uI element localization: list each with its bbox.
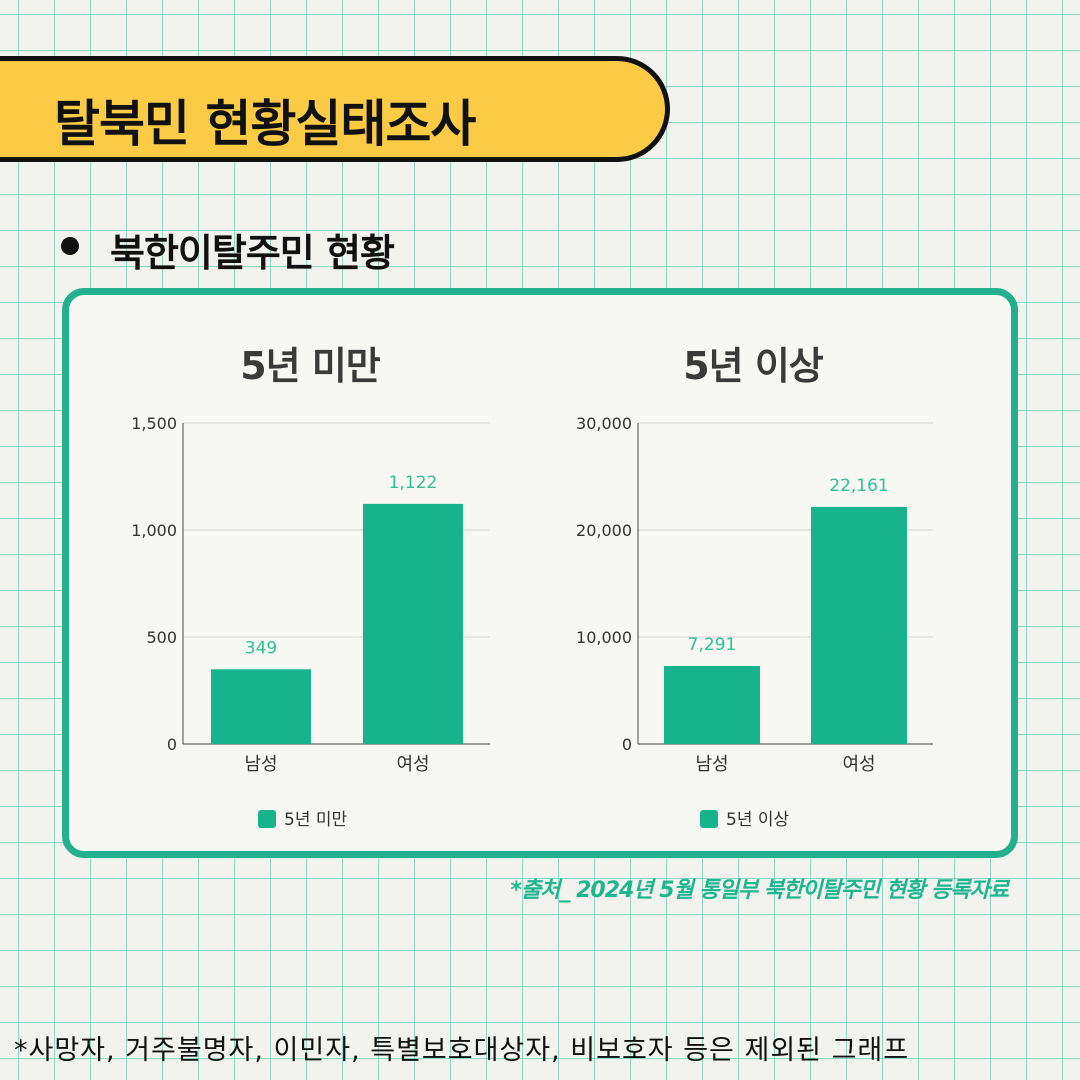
bullet-icon (61, 237, 79, 255)
chart-title-under-5-years: 5년 미만 (240, 344, 381, 388)
data-label: 7,291 (688, 635, 737, 655)
chart-title-over-5-years: 5년 이상 (683, 344, 824, 388)
x-tick-label: 남성 (244, 754, 277, 775)
y-tick-label: 20,000 (576, 521, 632, 540)
bar (664, 665, 760, 744)
data-label: 349 (245, 638, 277, 658)
page-title: 탈북민 현황실태조사 (54, 95, 476, 153)
source-note: *출처_ 2024년 5월 통일부 북한이탈주민 현황 등록자료 (510, 878, 1009, 903)
y-tick-label: 0 (622, 735, 632, 754)
x-tick-label: 여성 (842, 754, 875, 775)
legend-swatch (258, 810, 276, 828)
y-tick-label: 500 (146, 628, 177, 647)
section-subtitle: 북한이탈주민 현황 (110, 231, 395, 275)
data-label: 22,161 (829, 476, 888, 496)
y-tick-label: 0 (167, 735, 177, 754)
data-label: 1,122 (389, 473, 438, 493)
x-tick-label: 남성 (695, 754, 728, 775)
title-banner (0, 56, 670, 162)
x-tick-label: 여성 (396, 754, 429, 775)
y-tick-label: 30,000 (576, 414, 632, 433)
y-tick-label: 1,000 (131, 521, 177, 540)
footnote: *사망자, 거주불명자, 이민자, 특별보호대상자, 비보호자 등은 제외된 그… (14, 1035, 910, 1066)
legend-label: 5년 미만 (284, 810, 347, 830)
bar (363, 503, 463, 744)
y-tick-label: 10,000 (576, 628, 632, 647)
bar (211, 669, 311, 744)
legend-label: 5년 이상 (726, 810, 789, 830)
bar (811, 506, 907, 744)
legend-swatch (700, 810, 718, 828)
y-tick-label: 1,500 (131, 414, 177, 433)
